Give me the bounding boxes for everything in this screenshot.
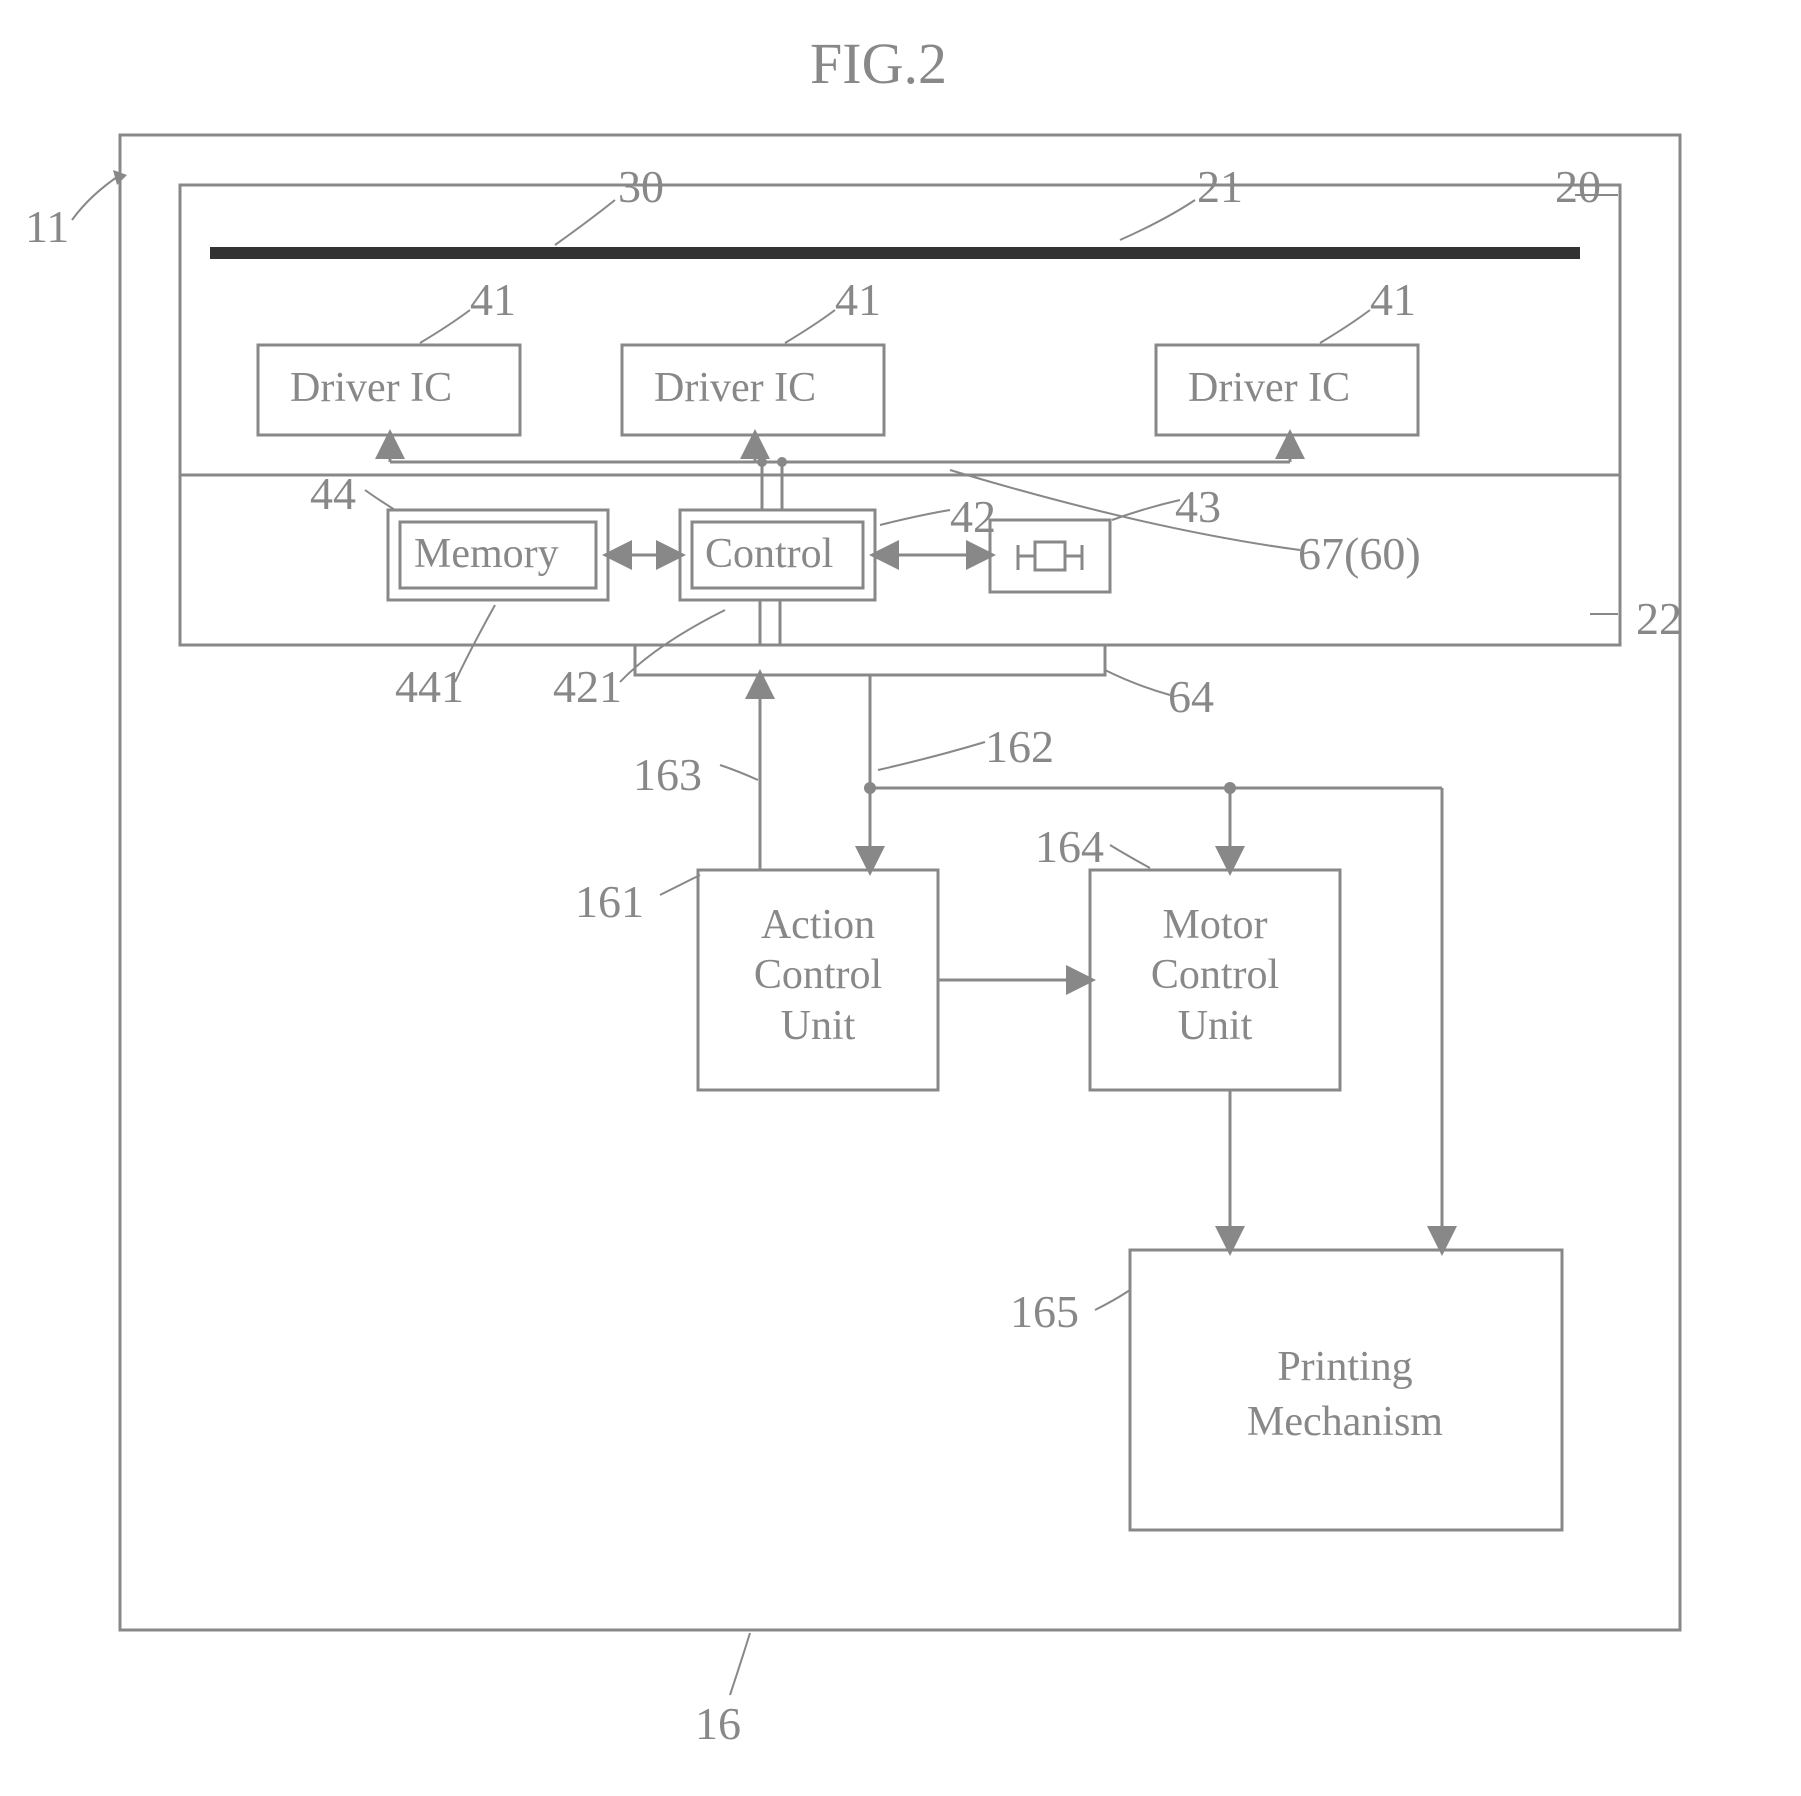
diagram-svg <box>0 0 1801 1796</box>
ref-41-c: 41 <box>1370 273 1416 326</box>
ref-162: 162 <box>985 720 1054 773</box>
ref-165: 165 <box>1010 1285 1079 1338</box>
driver-ic-3-text: Driver IC <box>1188 364 1350 412</box>
ref-30: 30 <box>618 160 664 213</box>
ref-42: 42 <box>950 490 996 543</box>
ref-21: 21 <box>1197 160 1243 213</box>
action-control-text: Action Control Unit <box>718 900 918 1051</box>
ref-67: 67(60) <box>1298 527 1421 580</box>
black-bar-30 <box>210 247 1580 259</box>
ref-16: 16 <box>695 1697 741 1750</box>
ref-43: 43 <box>1175 480 1221 533</box>
driver-ic-2-text: Driver IC <box>654 364 816 412</box>
ref-22: 22 <box>1636 592 1682 645</box>
ref-421: 421 <box>553 660 622 713</box>
ref-44: 44 <box>310 467 356 520</box>
ref-41-b: 41 <box>835 273 881 326</box>
ref-20: 20 <box>1555 160 1601 213</box>
motor-control-text: Motor Control Unit <box>1110 900 1320 1051</box>
ref-64: 64 <box>1168 670 1214 723</box>
printing-mechanism-text: Printing Mechanism <box>1160 1340 1530 1449</box>
ref-441: 441 <box>395 660 464 713</box>
ref-161: 161 <box>575 875 644 928</box>
ref-163: 163 <box>633 748 702 801</box>
block-diagram: FIG.2 <box>0 0 1801 1796</box>
ref-41-a: 41 <box>470 273 516 326</box>
memory-text: Memory <box>414 530 559 578</box>
ref-11: 11 <box>25 200 69 253</box>
driver-ic-1-text: Driver IC <box>290 364 452 412</box>
ref-164: 164 <box>1035 820 1104 873</box>
oscillator-box <box>990 520 1110 592</box>
connector-64 <box>635 645 1105 675</box>
control-text: Control <box>705 530 833 578</box>
